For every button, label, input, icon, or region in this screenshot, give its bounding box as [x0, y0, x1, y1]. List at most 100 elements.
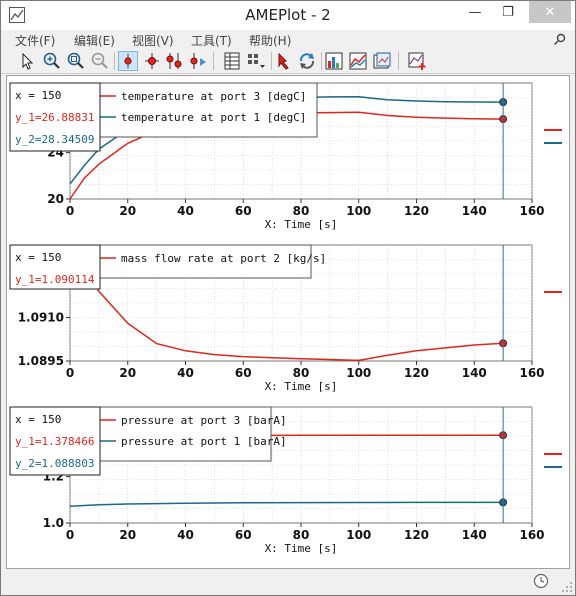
menu-bar: 文件(F) 编辑(E) 视图(V) 工具(T) 帮助(H): [1, 30, 575, 48]
close-button[interactable]: ✕: [529, 1, 571, 23]
series-line-2: [69, 501, 504, 508]
toolbar: [1, 48, 575, 74]
status-bar: [1, 569, 575, 595]
x-tick-label: 120: [404, 204, 429, 218]
plot-area[interactable]: 0 20 40 60 80 100 120 140 160 X: Time [s] 24 20 temp…: [6, 75, 570, 569]
legend-box: [71, 406, 272, 462]
readout-y-1: y_1=1.090114: [15, 273, 95, 286]
x-tick-label: 100: [346, 204, 371, 218]
zoom-out-icon[interactable]: [90, 51, 110, 71]
line-chart-icon[interactable]: [348, 51, 368, 71]
legend-label: pressure at port 3 [barA]: [121, 414, 287, 427]
resize-grip-icon[interactable]: [561, 581, 573, 593]
x-tick-label: 0: [66, 366, 74, 380]
readout-box: [9, 406, 101, 476]
legend: mass flow rate at port 2 [kg/s]: [71, 244, 326, 279]
x-axis-label: X: Time [s]: [265, 380, 338, 393]
bar-chart-icon[interactable]: [324, 51, 344, 71]
x-tick-label: 60: [235, 366, 252, 380]
x-tick-label: 40: [177, 204, 194, 218]
y-tick-label: 1.0895: [18, 354, 64, 368]
x-tick-label: 100: [346, 366, 371, 380]
cursor-point-icon[interactable]: [118, 51, 138, 71]
app-icon: [9, 7, 25, 23]
x-tick-label: 0: [66, 528, 74, 542]
x-tick-label: 80: [293, 204, 310, 218]
zoom-fit-icon[interactable]: [66, 51, 86, 71]
readout-x: x = 150: [15, 251, 61, 264]
readout-y-1: y_1=1.378466: [15, 435, 94, 448]
legend-label: temperature at port 1 [degC]: [121, 111, 306, 124]
add-plot-icon[interactable]: [407, 51, 427, 71]
readout-x: x = 150: [15, 89, 61, 102]
menu-help[interactable]: 帮助(H): [249, 34, 292, 48]
data-table-icon[interactable]: [222, 51, 242, 71]
zoom-in-icon[interactable]: [42, 51, 62, 71]
x-tick-label: 120: [404, 528, 429, 542]
x-axis-label: X: Time [s]: [265, 218, 338, 231]
cursor-cross-icon[interactable]: [142, 51, 162, 71]
x-tick-label: 140: [462, 366, 487, 380]
x-tick-label: 0: [66, 204, 74, 218]
menu-file[interactable]: 文件(F): [15, 34, 56, 48]
toolbar-separator: [213, 52, 214, 70]
menu-view[interactable]: 视图(V): [132, 34, 174, 48]
x-axis-label: X: Time [s]: [265, 542, 338, 555]
x-tick-label: 60: [235, 204, 252, 218]
x-tick-label: 160: [519, 366, 544, 380]
x-tick-label: 80: [293, 528, 310, 542]
x-tick-label: 140: [462, 528, 487, 542]
pin-marker-icon[interactable]: [274, 51, 294, 71]
readout-box: [9, 82, 101, 152]
readout-y-2: y_2=28.34509: [15, 133, 94, 146]
y-tick-label: 20: [47, 192, 64, 206]
toolbar-separator: [114, 52, 115, 70]
x-tick-label: 20: [119, 528, 136, 542]
title-bar[interactable]: AMEPlot - 2 — ❐ ✕: [1, 1, 575, 30]
minimize-button[interactable]: —: [468, 4, 482, 20]
cursor-readout: x = 150 y_1=26.88831 y_2=28.34509: [9, 82, 101, 152]
x-tick-label: 80: [293, 366, 310, 380]
menu-edit[interactable]: 编辑(E): [74, 34, 115, 48]
toolbar-separator: [271, 52, 272, 70]
toolbar-separator: [398, 52, 399, 70]
legend-label: pressure at port 1 [barA]: [121, 435, 287, 448]
restore-button[interactable]: ❐: [502, 4, 514, 20]
legend-box: [71, 82, 318, 138]
pointer-icon[interactable]: [18, 51, 38, 71]
layout-grid-icon[interactable]: [246, 51, 266, 71]
legend-label: mass flow rate at port 2 [kg/s]: [121, 252, 326, 265]
refresh-icon[interactable]: [297, 51, 317, 71]
x-tick-label: 120: [404, 366, 429, 380]
cursor-readout: x = 150 y_1=1.090114: [9, 244, 101, 290]
readout-box: [9, 244, 101, 290]
y-tick-label: 1.0910: [18, 311, 64, 325]
x-tick-label: 20: [119, 204, 136, 218]
x-tick-label: 40: [177, 366, 194, 380]
pin-icon[interactable]: [553, 32, 567, 46]
readout-x: x = 150: [15, 413, 61, 426]
clock-icon[interactable]: [533, 573, 549, 589]
menu-tools[interactable]: 工具(T): [191, 34, 232, 48]
legend: pressure at port 3 [barA] pressure at por…: [71, 406, 287, 462]
window-title: AMEPlot - 2: [245, 6, 331, 24]
x-tick-label: 100: [346, 528, 371, 542]
legend: temperature at port 3 [degC] temperature …: [71, 82, 318, 138]
x-tick-label: 60: [235, 528, 252, 542]
readout-y-2: y_2=1.088803: [15, 457, 94, 470]
x-tick-label: 20: [119, 366, 136, 380]
export-image-icon[interactable]: [372, 51, 392, 71]
x-tick-label: 140: [462, 204, 487, 218]
y-tick-label: 1.0: [43, 516, 64, 530]
cursor-play-icon[interactable]: [187, 51, 207, 71]
cursor-pair-icon[interactable]: [164, 51, 184, 71]
x-tick-label: 160: [519, 528, 544, 542]
x-tick-label: 40: [177, 528, 194, 542]
toolbar-separator: [321, 52, 322, 70]
legend-label: temperature at port 3 [degC]: [121, 90, 306, 103]
